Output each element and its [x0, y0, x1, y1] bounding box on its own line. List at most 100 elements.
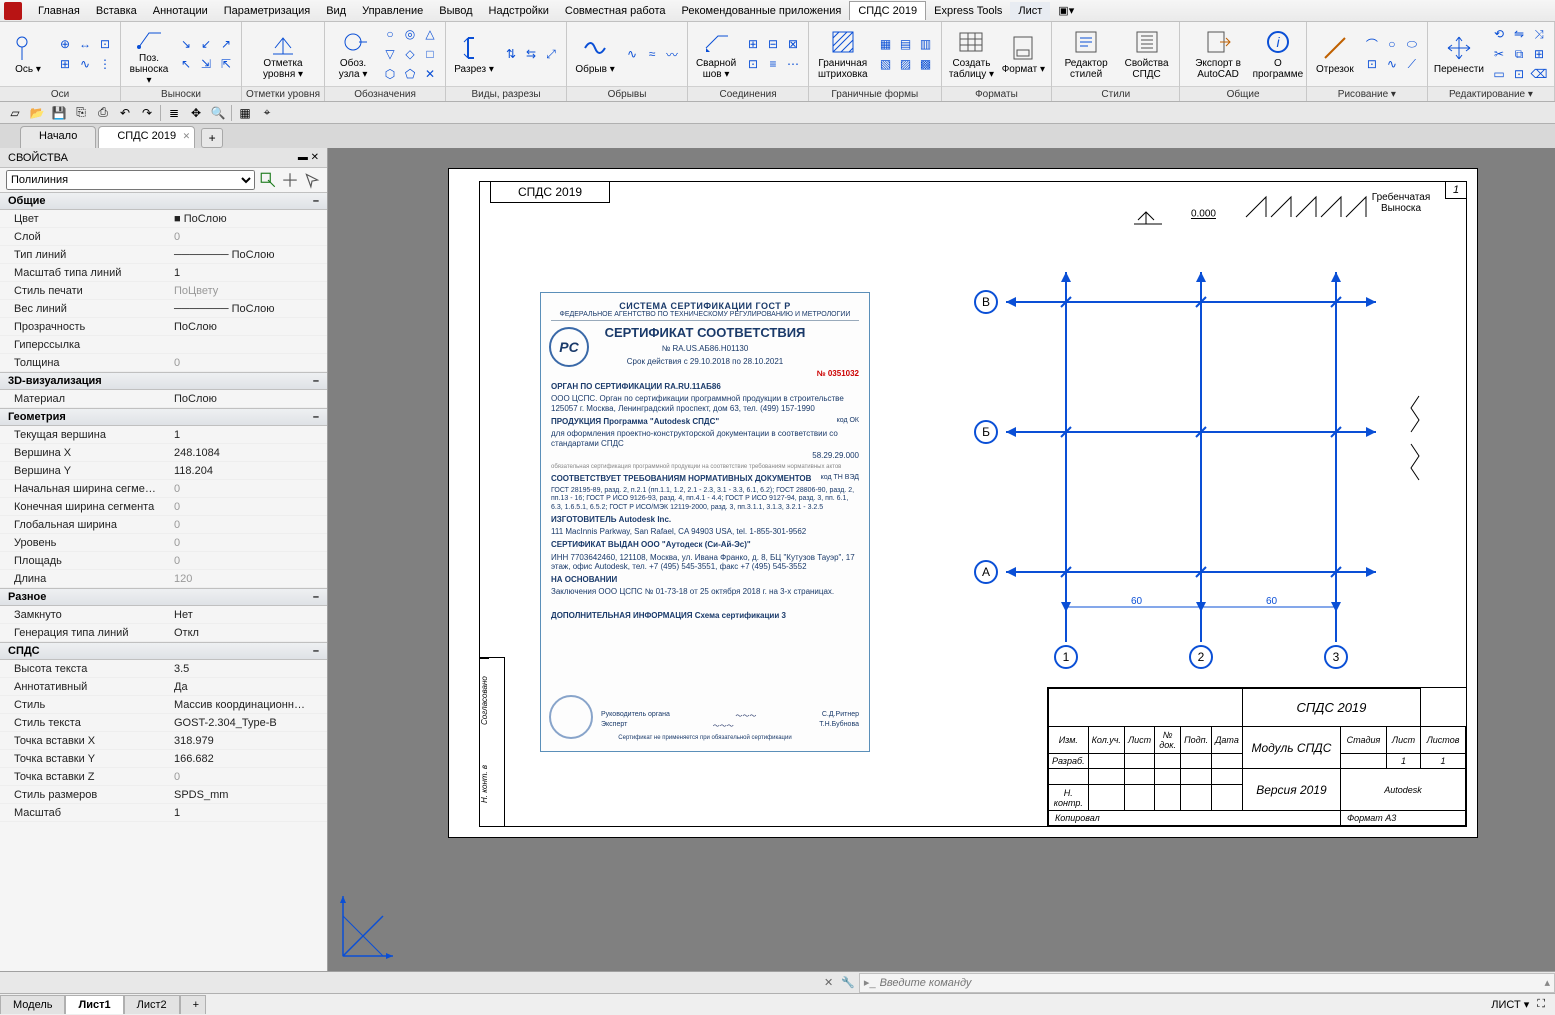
- props-value[interactable]: 1: [170, 267, 327, 279]
- ribbon-small-button[interactable]: ⬠: [401, 65, 419, 83]
- props-value[interactable]: 0: [170, 483, 327, 495]
- ribbon-small-button[interactable]: ⊠: [784, 35, 802, 53]
- status-maximize-icon[interactable]: ⛶: [1537, 998, 1545, 1011]
- props-row[interactable]: Вес линий─────── ПоСлою: [0, 300, 327, 318]
- props-value[interactable]: 118.204: [170, 465, 327, 477]
- ribbon-small-button[interactable]: ⧉: [1510, 45, 1528, 63]
- props-row[interactable]: Точка вставки Z0: [0, 768, 327, 786]
- props-value[interactable]: 0: [170, 519, 327, 531]
- props-value[interactable]: 248.1084: [170, 447, 327, 459]
- ribbon-small-button[interactable]: ◎: [401, 25, 419, 43]
- props-row[interactable]: АннотативныйДа: [0, 678, 327, 696]
- ribbon-small-button[interactable]: ⊡: [1510, 65, 1528, 83]
- props-row[interactable]: Вершина X248.1084: [0, 444, 327, 462]
- ribbon-small-button[interactable]: ⊞: [1530, 45, 1548, 63]
- paperspace-tab[interactable]: Лист2: [124, 995, 180, 1014]
- status-sheet-label[interactable]: ЛИСТ ▾: [1491, 998, 1529, 1011]
- ribbon-otmetka-button[interactable]: Отметка уровня ▾: [248, 24, 318, 84]
- props-value[interactable]: 166.682: [170, 753, 327, 765]
- props-value[interactable]: 0: [170, 537, 327, 549]
- ribbon-small-button[interactable]: ⟲: [1490, 25, 1508, 43]
- props-row[interactable]: Стиль печатиПоЦвету: [0, 282, 327, 300]
- menu-item[interactable]: Express Tools: [926, 2, 1010, 20]
- menu-overflow-icon[interactable]: ▣▾: [1050, 1, 1082, 20]
- ribbon-small-button[interactable]: ⤢: [542, 45, 560, 63]
- qat-grid-button[interactable]: ▦: [236, 104, 254, 122]
- ribbon-spds-props-button[interactable]: Свойства СПДС: [1120, 24, 1173, 84]
- props-value[interactable]: SPDS_mm: [170, 789, 327, 801]
- props-row[interactable]: ПрозрачностьПоСлою: [0, 318, 327, 336]
- ribbon-small-button[interactable]: ≈: [643, 45, 661, 63]
- qat-save-button[interactable]: 💾: [50, 104, 68, 122]
- ribbon-small-button[interactable]: ⇲: [197, 55, 215, 73]
- qat-pan-button[interactable]: ✥: [187, 104, 205, 122]
- qat-undo-button[interactable]: ↶: [116, 104, 134, 122]
- props-value[interactable]: ПоСлою: [170, 393, 327, 405]
- ribbon-small-button[interactable]: ⊞: [744, 35, 762, 53]
- props-row[interactable]: Текущая вершина1: [0, 426, 327, 444]
- ribbon-about-button[interactable]: iО программе: [1256, 24, 1300, 84]
- props-row[interactable]: Гиперссылка: [0, 336, 327, 354]
- ribbon-small-button[interactable]: ∿: [1383, 55, 1401, 73]
- app-icon[interactable]: [4, 2, 22, 20]
- props-row[interactable]: Точка вставки X318.979: [0, 732, 327, 750]
- props-row[interactable]: Генерация типа линийОткл: [0, 624, 327, 642]
- props-row[interactable]: ЗамкнутоНет: [0, 606, 327, 624]
- props-value[interactable]: 0: [170, 501, 327, 513]
- menu-item-active[interactable]: СПДС 2019: [849, 1, 926, 20]
- ribbon-move-button[interactable]: Перенести: [1434, 24, 1484, 84]
- ribbon-small-button[interactable]: ▥: [917, 35, 935, 53]
- ribbon-razrez-button[interactable]: Разрез ▾: [452, 24, 496, 84]
- props-section-header[interactable]: СПДС–: [0, 642, 327, 660]
- props-value[interactable]: 318.979: [170, 735, 327, 747]
- menu-item[interactable]: Вывод: [431, 2, 480, 20]
- ribbon-axis-button[interactable]: Ось ▾: [6, 24, 50, 84]
- ribbon-small-button[interactable]: ↔: [76, 35, 94, 53]
- drawing-canvas[interactable]: СПДС 2019 1 0.000 Гребенчатая Выноска СИ…: [328, 148, 1555, 971]
- ribbon-small-button[interactable]: □: [421, 45, 439, 63]
- menu-item[interactable]: Вставка: [88, 2, 145, 20]
- ribbon-small-button[interactable]: ↘: [177, 35, 195, 53]
- ribbon-small-button[interactable]: ✕: [421, 65, 439, 83]
- props-value[interactable]: ─────── ПоСлою: [170, 303, 327, 315]
- props-value[interactable]: Откл: [170, 627, 327, 639]
- props-row[interactable]: Глобальная ширина0: [0, 516, 327, 534]
- props-row[interactable]: СтильМассив координационн…: [0, 696, 327, 714]
- props-value[interactable]: ПоСлою: [170, 321, 327, 333]
- cmd-history-icon[interactable]: ▴: [1544, 976, 1550, 989]
- ribbon-small-button[interactable]: ∿: [623, 45, 641, 63]
- props-value[interactable]: 0: [170, 357, 327, 369]
- ribbon-small-button[interactable]: ⇆: [522, 45, 540, 63]
- ribbon-pos-vynoska-button[interactable]: Поз. выноска ▾: [127, 24, 171, 84]
- props-row[interactable]: Масштаб типа линий1: [0, 264, 327, 282]
- ribbon-small-button[interactable]: ✂: [1490, 45, 1508, 63]
- ribbon-style-editor-button[interactable]: Редактор стилей: [1058, 24, 1113, 84]
- menu-item[interactable]: Параметризация: [216, 2, 318, 20]
- qat-layers-button[interactable]: ≣: [165, 104, 183, 122]
- props-value[interactable]: Массив координационн…: [170, 699, 327, 711]
- props-value[interactable]: Нет: [170, 609, 327, 621]
- props-row[interactable]: Площадь0: [0, 552, 327, 570]
- command-input[interactable]: [880, 977, 1541, 989]
- ribbon-small-button[interactable]: ⊡: [1363, 55, 1381, 73]
- props-row[interactable]: Точка вставки Y166.682: [0, 750, 327, 768]
- cmd-close-icon[interactable]: ✕: [820, 976, 837, 989]
- menu-item[interactable]: Лист: [1010, 2, 1050, 20]
- menu-item[interactable]: Надстройки: [481, 2, 557, 20]
- ribbon-small-button[interactable]: ⌫: [1530, 65, 1548, 83]
- props-row[interactable]: Цвет■ ПоСлою: [0, 210, 327, 228]
- ribbon-small-button[interactable]: ≡: [764, 55, 782, 73]
- props-section-header[interactable]: Общие–: [0, 192, 327, 210]
- qat-print-button[interactable]: ⎙: [94, 104, 112, 122]
- qat-redo-button[interactable]: ↷: [138, 104, 156, 122]
- ribbon-small-button[interactable]: ⇋: [1510, 25, 1528, 43]
- props-row[interactable]: Начальная ширина сегме…0: [0, 480, 327, 498]
- ribbon-small-button[interactable]: ⋮: [96, 55, 114, 73]
- ribbon-small-button[interactable]: ↗: [217, 35, 235, 53]
- ribbon-small-button[interactable]: ⌒: [1363, 35, 1381, 53]
- ribbon-small-button[interactable]: ⊞: [56, 55, 74, 73]
- props-row[interactable]: Тип линий─────── ПоСлою: [0, 246, 327, 264]
- props-value[interactable]: 1: [170, 807, 327, 819]
- props-value[interactable]: ПоЦвету: [170, 285, 327, 297]
- quickselect-icon[interactable]: [259, 171, 277, 189]
